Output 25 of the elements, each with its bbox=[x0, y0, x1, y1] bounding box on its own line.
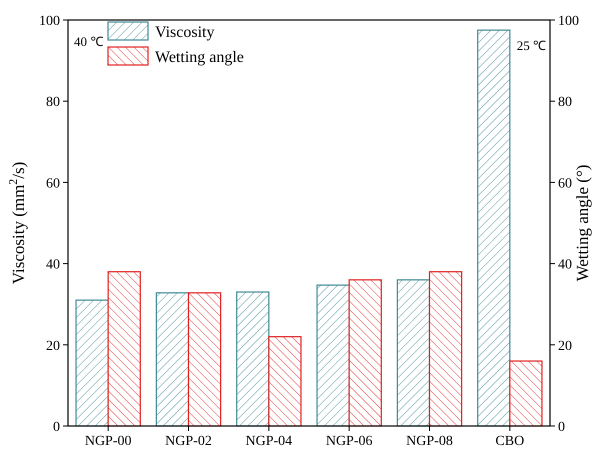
annotation: 25 ℃ bbox=[516, 38, 546, 53]
annotation: 40 ℃ bbox=[74, 34, 104, 49]
y2-tick-label: 40 bbox=[558, 258, 572, 273]
y2-tick-label: 20 bbox=[558, 338, 572, 354]
bar bbox=[509, 360, 543, 427]
y2-axis-title: Wetting angle (°) bbox=[573, 164, 592, 282]
x-tick-label: NGP-08 bbox=[406, 434, 453, 449]
bar bbox=[477, 30, 510, 427]
y-tick-label: 80 bbox=[46, 95, 60, 110]
y2-tick-label: 100 bbox=[558, 14, 579, 29]
y-tick-label: 100 bbox=[39, 14, 60, 29]
x-tick-label: NGP-00 bbox=[84, 434, 132, 449]
x-tick-label: NGP-02 bbox=[165, 434, 212, 449]
y2-tick-label: 60 bbox=[558, 176, 572, 192]
y-tick-label: 0 bbox=[53, 420, 60, 435]
legend-label: Wetting angle bbox=[155, 49, 244, 66]
x-tick-label: NGP-04 bbox=[245, 434, 292, 449]
x-tick-label: NGP-06 bbox=[326, 434, 373, 449]
y2-tick-label: 0 bbox=[558, 420, 565, 435]
y-tick-label: 60 bbox=[46, 176, 60, 192]
x-tick-label: CBO bbox=[495, 434, 524, 449]
y2-tick-label: 80 bbox=[558, 95, 572, 110]
y-tick-label: 40 bbox=[46, 258, 60, 273]
y-tick-label: 20 bbox=[46, 338, 60, 354]
legend-label: Viscosity bbox=[155, 24, 214, 41]
